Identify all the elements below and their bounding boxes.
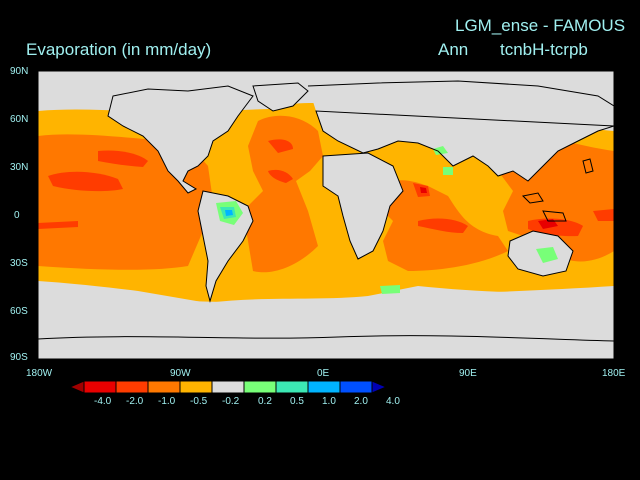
lon-label-90e: 90E (459, 368, 477, 379)
lon-label-0e: 0E (317, 368, 330, 379)
legend-swatch-6 (243, 380, 277, 394)
legend-label: 0.2 (258, 396, 272, 407)
legend-label: 4.0 (386, 396, 400, 407)
variable-title: Evaporation (in mm/day) (26, 40, 212, 59)
legend-label: -0.2 (222, 396, 240, 407)
legend-swatch-0 (70, 380, 85, 394)
lon-label-180e: 180E (602, 368, 626, 379)
legend-swatch-3 (147, 380, 181, 394)
lat-label-90s: 90S (10, 352, 28, 363)
lat-label-30n: 30N (10, 162, 29, 173)
lat-label-60s: 60S (10, 306, 28, 317)
lat-label-30s: 30S (10, 258, 28, 269)
legend-swatch-8 (307, 380, 341, 394)
legend-label: -4.0 (94, 396, 112, 407)
legend-label: -0.5 (190, 396, 208, 407)
evaporation-map (38, 71, 614, 359)
lon-label-90w: 90W (170, 368, 191, 379)
legend-label: 1.0 (322, 396, 336, 407)
legend-swatch-2 (115, 380, 149, 394)
legend-label: -1.0 (158, 396, 176, 407)
period-label: Ann (438, 40, 469, 59)
legend-label: -2.0 (126, 396, 144, 407)
experiment-label: tcnbH-tcrpb (500, 40, 588, 59)
figure-title: LGM_ense - FAMOUS (455, 16, 626, 35)
legend-swatch-9 (339, 380, 373, 394)
legend-colorbar (70, 380, 388, 394)
legend-label: 2.0 (354, 396, 368, 407)
lat-label-0: 0 (14, 210, 20, 221)
legend-swatch-7 (275, 380, 309, 394)
legend-swatch-5 (211, 380, 245, 394)
lat-label-90n: 90N (10, 66, 29, 77)
legend-swatch-1 (83, 380, 117, 394)
lon-label-180w: 180W (26, 368, 53, 379)
legend-swatch-4 (179, 380, 213, 394)
legend-label: 0.5 (290, 396, 304, 407)
legend-swatch-10 (371, 380, 388, 394)
lat-label-60n: 60N (10, 114, 29, 125)
